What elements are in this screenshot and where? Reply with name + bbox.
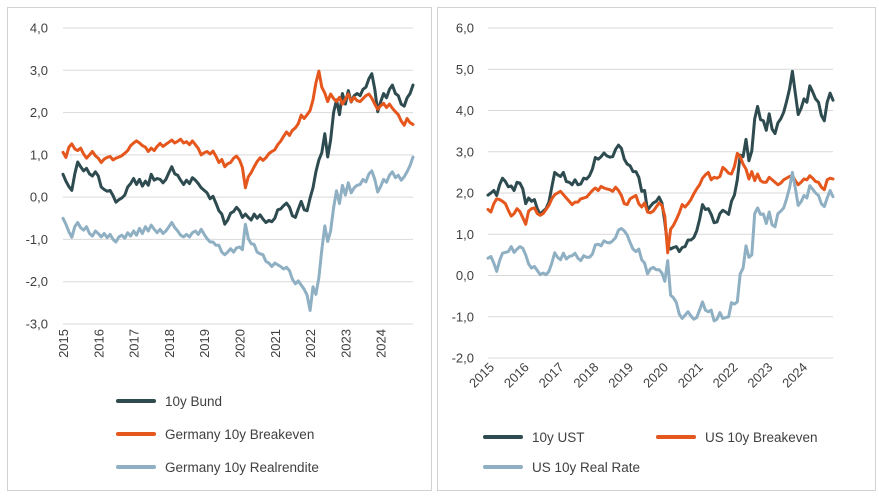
svg-text:3,0: 3,0 [30,63,48,78]
svg-text:2022: 2022 [710,360,741,391]
svg-text:-1,0: -1,0 [26,232,48,247]
legend-item-germany-breakeven: Germany 10y Breakeven [116,424,314,444]
legend-item-10y-bund: 10y Bund [116,391,222,411]
line-swatch-10y-bund [116,398,156,404]
svg-text:1,0: 1,0 [30,147,48,162]
svg-text:2021: 2021 [268,329,283,358]
svg-text:2024: 2024 [779,360,810,391]
svg-text:-3,0: -3,0 [26,317,48,332]
svg-text:2019: 2019 [605,360,636,391]
svg-text:2,0: 2,0 [456,186,474,201]
svg-text:2023: 2023 [744,360,775,391]
svg-text:0,0: 0,0 [456,268,474,283]
svg-text:2018: 2018 [570,360,601,391]
legend-label-10y-bund: 10y Bund [165,393,223,409]
svg-text:2018: 2018 [162,329,177,358]
svg-text:2021: 2021 [675,360,706,391]
svg-text:2015: 2015 [56,329,71,358]
svg-text:2019: 2019 [197,329,212,358]
svg-text:4,0: 4,0 [30,21,48,36]
svg-text:-2,0: -2,0 [26,274,48,289]
germany-yield-chart: 4,0 3,0 2,0 1,0 0,0 -1,0 -2,0 -3,0 2015 2016 2017 2… [26,21,415,358]
line-swatch-us-breakeven [656,434,696,440]
svg-text:0,0: 0,0 [30,190,48,205]
line-swatch-germany-breakeven [116,431,156,437]
svg-text:3,0: 3,0 [456,144,474,159]
legend-item-us-breakeven: US 10y Breakeven [656,427,818,447]
germany-chart-panel: 4,0 3,0 2,0 1,0 0,0 -1,0 -2,0 -3,0 2015 2016 2017 2… [7,7,432,491]
svg-text:2017: 2017 [536,360,567,391]
svg-text:2020: 2020 [232,329,247,358]
svg-text:5,0: 5,0 [456,62,474,77]
legend-label-us-breakeven: US 10y Breakeven [705,429,818,445]
svg-text:2016: 2016 [501,360,532,391]
svg-text:2017: 2017 [127,329,142,358]
svg-text:6,0: 6,0 [456,21,474,36]
svg-text:2020: 2020 [640,360,671,391]
line-swatch-us-real-rate [483,464,523,470]
us-chart-panel: 6,0 5,0 4,0 3,0 2,0 1,0 0,0 -1,0 -2,0 2015 2016 201… [437,7,876,491]
legend-label-germany-realrendite: Germany 10y Realrendite [165,459,319,475]
legend-label-10y-ust: 10y UST [532,429,585,445]
svg-text:2,0: 2,0 [30,105,48,120]
svg-text:-1,0: -1,0 [452,309,474,324]
svg-text:-2,0: -2,0 [452,351,474,366]
svg-text:2023: 2023 [338,329,353,358]
legend-item-us-real-rate: US 10y Real Rate [483,457,640,477]
svg-text:2024: 2024 [374,329,389,358]
line-swatch-germany-realrendite [116,464,156,470]
legend-label-germany-breakeven: Germany 10y Breakeven [165,426,315,442]
legend-item-10y-ust: 10y UST [483,427,585,447]
line-swatch-10y-ust [483,434,523,440]
legend-item-germany-realrendite: Germany 10y Realrendite [116,457,319,477]
svg-text:2022: 2022 [303,329,318,358]
svg-text:2016: 2016 [91,329,106,358]
svg-text:4,0: 4,0 [456,103,474,118]
svg-text:1,0: 1,0 [456,227,474,242]
legend-label-us-real-rate: US 10y Real Rate [532,459,641,475]
